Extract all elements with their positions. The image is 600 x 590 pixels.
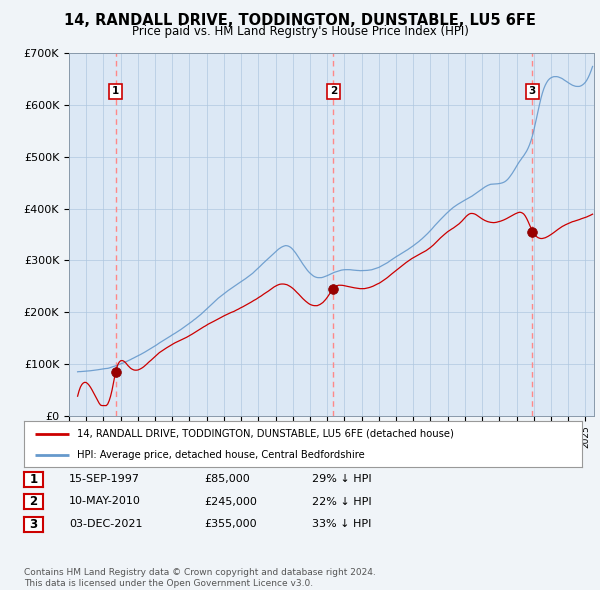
Text: 1: 1: [29, 473, 38, 486]
Text: 3: 3: [529, 86, 536, 96]
Text: £245,000: £245,000: [204, 497, 257, 506]
Text: 10-MAY-2010: 10-MAY-2010: [69, 497, 141, 506]
Text: 33% ↓ HPI: 33% ↓ HPI: [312, 519, 371, 529]
Text: 2: 2: [330, 86, 337, 96]
Text: 14, RANDALL DRIVE, TODDINGTON, DUNSTABLE, LU5 6FE: 14, RANDALL DRIVE, TODDINGTON, DUNSTABLE…: [64, 13, 536, 28]
Text: 22% ↓ HPI: 22% ↓ HPI: [312, 497, 371, 506]
Text: £355,000: £355,000: [204, 519, 257, 529]
Text: Contains HM Land Registry data © Crown copyright and database right 2024.
This d: Contains HM Land Registry data © Crown c…: [24, 568, 376, 588]
Text: HPI: Average price, detached house, Central Bedfordshire: HPI: Average price, detached house, Cent…: [77, 450, 365, 460]
Text: 14, RANDALL DRIVE, TODDINGTON, DUNSTABLE, LU5 6FE (detached house): 14, RANDALL DRIVE, TODDINGTON, DUNSTABLE…: [77, 429, 454, 439]
Text: 3: 3: [29, 517, 38, 531]
Text: 2: 2: [29, 495, 38, 509]
Text: 15-SEP-1997: 15-SEP-1997: [69, 474, 140, 484]
Text: 29% ↓ HPI: 29% ↓ HPI: [312, 474, 371, 484]
Text: £85,000: £85,000: [204, 474, 250, 484]
Text: Price paid vs. HM Land Registry's House Price Index (HPI): Price paid vs. HM Land Registry's House …: [131, 25, 469, 38]
Text: 1: 1: [112, 86, 119, 96]
Text: 03-DEC-2021: 03-DEC-2021: [69, 519, 143, 529]
